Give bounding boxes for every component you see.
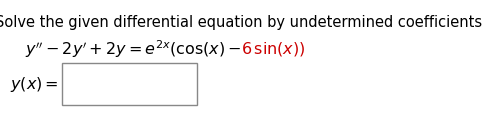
Bar [62, 63, 197, 105]
Text: $6\,\sin(x))$: $6\,\sin(x))$ [241, 40, 306, 58]
Text: Solve the given differential equation by undetermined coefficients.: Solve the given differential equation by… [0, 15, 482, 30]
Text: $y(x) =$: $y(x) =$ [10, 76, 59, 94]
Text: $y'' - 2y' + 2y = e^{2x}(\cos(x) - $: $y'' - 2y' + 2y = e^{2x}(\cos(x) - $ [25, 38, 241, 60]
